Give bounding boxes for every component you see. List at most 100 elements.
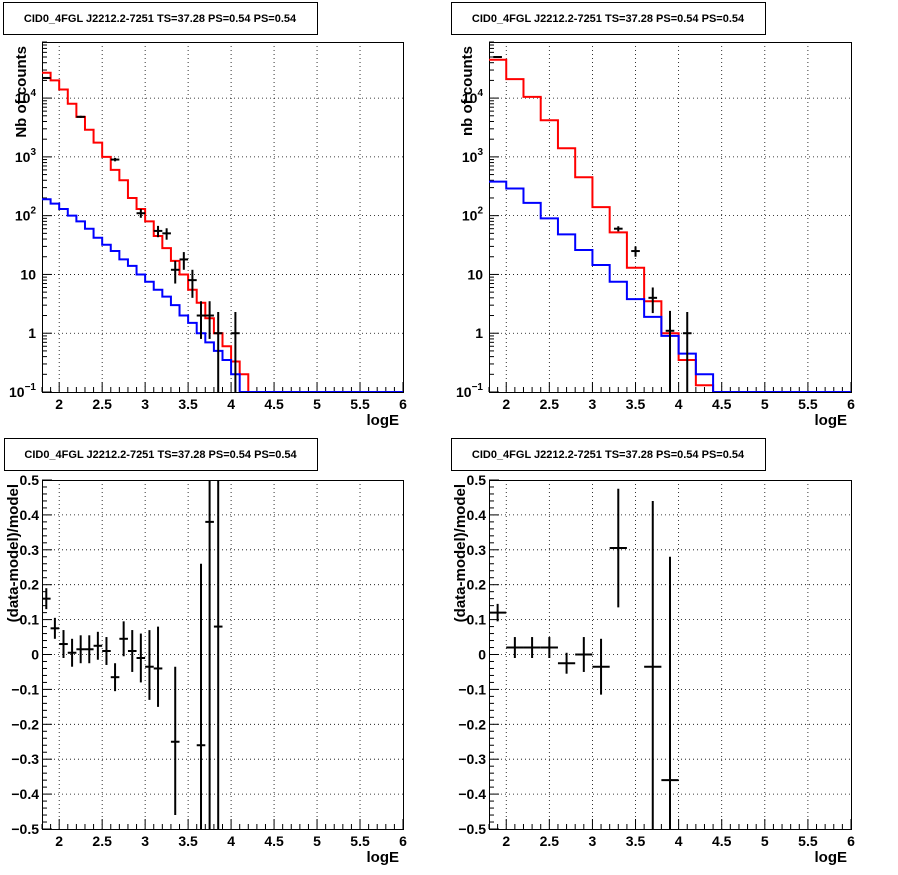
total_model-histogram — [489, 58, 851, 392]
y-tick-label: 1 — [28, 325, 36, 341]
y-axis-label: Nb of counts — [13, 46, 30, 138]
data-point — [665, 310, 675, 392]
y-axis-ticks — [42, 41, 52, 393]
x-tick-label: 4.5 — [264, 833, 284, 849]
x-tick-label: 5.5 — [350, 396, 370, 412]
y-axis-ticks — [489, 479, 499, 830]
y-axis-label: nb of counts — [459, 46, 476, 136]
y-tick-label: −0.3 — [458, 751, 486, 767]
x-tick-label: 2.5 — [540, 396, 560, 412]
x-tick-label: 3.5 — [626, 833, 646, 849]
x-axis-ticks — [41, 819, 404, 829]
chart-panel-1: CID0_4FGL J2212.2-7251 TS=37.28 PS=0.54 … — [3, 2, 407, 429]
y-tick-label: 0.5 — [20, 472, 40, 488]
data-point — [42, 588, 51, 610]
x-tick-label: 6 — [399, 833, 407, 849]
x-axis-label: logE — [815, 412, 848, 429]
x-tick-label: 2 — [55, 396, 63, 412]
y-tick-label: 0.2 — [467, 577, 487, 593]
data-point — [644, 500, 662, 829]
y-tick-label: 103 — [462, 147, 484, 165]
y-tick-label: 10−1 — [9, 382, 36, 400]
data-point — [631, 246, 640, 257]
title-box — [4, 438, 318, 471]
data-point — [231, 311, 240, 392]
data-point — [110, 157, 120, 162]
series-group — [489, 488, 679, 829]
data-point — [136, 633, 146, 683]
data-point — [661, 556, 679, 829]
data-point — [213, 480, 223, 829]
data-points — [493, 56, 692, 392]
x-axis-ticks — [41, 382, 404, 392]
x-tick-label: 3 — [589, 833, 597, 849]
x-tick-label: 3.5 — [178, 396, 198, 412]
data-point — [127, 630, 137, 672]
data-point — [493, 56, 502, 59]
series-group — [489, 56, 851, 392]
data-point — [153, 626, 163, 707]
data-point — [67, 638, 77, 667]
chart-title: CID0_4FGL J2212.2-7251 TS=37.28 PS=0.54 … — [24, 449, 297, 461]
data-point — [648, 287, 658, 314]
x-tick-label: 6 — [847, 833, 855, 849]
x-tick-label: 2.5 — [540, 833, 560, 849]
y-tick-label: 0.5 — [467, 472, 487, 488]
plot-frame — [489, 42, 852, 393]
data-point — [213, 311, 223, 392]
x-tick-label: 5 — [761, 396, 769, 412]
y-axis-label: (data-model)/model — [452, 484, 469, 622]
x-tick-label: 5.5 — [798, 833, 818, 849]
y-tick-label: 0.3 — [467, 542, 487, 558]
data-point — [575, 637, 593, 672]
data-point — [119, 621, 128, 657]
data-point — [196, 563, 206, 829]
y-tick-label: 104 — [15, 88, 37, 106]
x-tick-label: 6 — [847, 396, 855, 412]
y-axis-label: (data-model)/model — [5, 484, 22, 622]
series-group — [42, 480, 223, 829]
y-tick-label: 103 — [15, 147, 37, 165]
y-tick-label: 102 — [15, 206, 37, 224]
x-tick-label: 2.5 — [92, 833, 112, 849]
data-point — [489, 603, 507, 622]
data-point — [682, 311, 692, 392]
data-point — [59, 630, 68, 658]
y-tick-label: 102 — [462, 206, 484, 224]
component_model-histogram — [42, 198, 403, 392]
y-tick-label: −0.3 — [11, 751, 39, 767]
x-tick-label: 4.5 — [712, 833, 732, 849]
chart-panel-4: CID0_4FGL J2212.2-7251 TS=37.28 PS=0.54 … — [451, 438, 855, 866]
y-tick-label: 0.1 — [467, 612, 487, 628]
plot-frame — [42, 480, 404, 830]
x-tick-label: 5 — [313, 833, 321, 849]
data-point — [609, 488, 627, 608]
y-tick-label: 0.4 — [467, 507, 487, 523]
x-tick-label: 3.5 — [178, 833, 198, 849]
y-tick-label: −0.2 — [11, 716, 39, 732]
data-point — [205, 480, 214, 829]
y-tick-label: −0.1 — [458, 681, 486, 697]
data-point — [205, 301, 214, 339]
series-group — [42, 71, 403, 392]
plot-frame — [42, 42, 404, 393]
data-point — [170, 666, 180, 816]
y-tick-label: 0.4 — [20, 507, 40, 523]
x-tick-label: 3.5 — [626, 396, 646, 412]
x-tick-label: 3 — [589, 396, 597, 412]
x-tick-label: 4 — [227, 396, 235, 412]
x-tick-label: 5 — [761, 833, 769, 849]
x-tick-label: 4 — [227, 833, 235, 849]
y-tick-label: 0.2 — [20, 577, 40, 593]
data-point — [110, 663, 120, 692]
data-point — [42, 76, 51, 79]
x-tick-label: 3 — [141, 833, 149, 849]
title-box — [451, 438, 766, 471]
component_model-histogram — [489, 180, 851, 392]
y-tick-label: 10−1 — [456, 382, 483, 400]
y-tick-label: 1 — [475, 325, 483, 341]
chart-title: CID0_4FGL J2212.2-7251 TS=37.28 PS=0.54 … — [472, 449, 745, 461]
data-point — [170, 260, 180, 284]
chart-panel-3: CID0_4FGL J2212.2-7251 TS=37.28 PS=0.54 … — [4, 438, 407, 866]
